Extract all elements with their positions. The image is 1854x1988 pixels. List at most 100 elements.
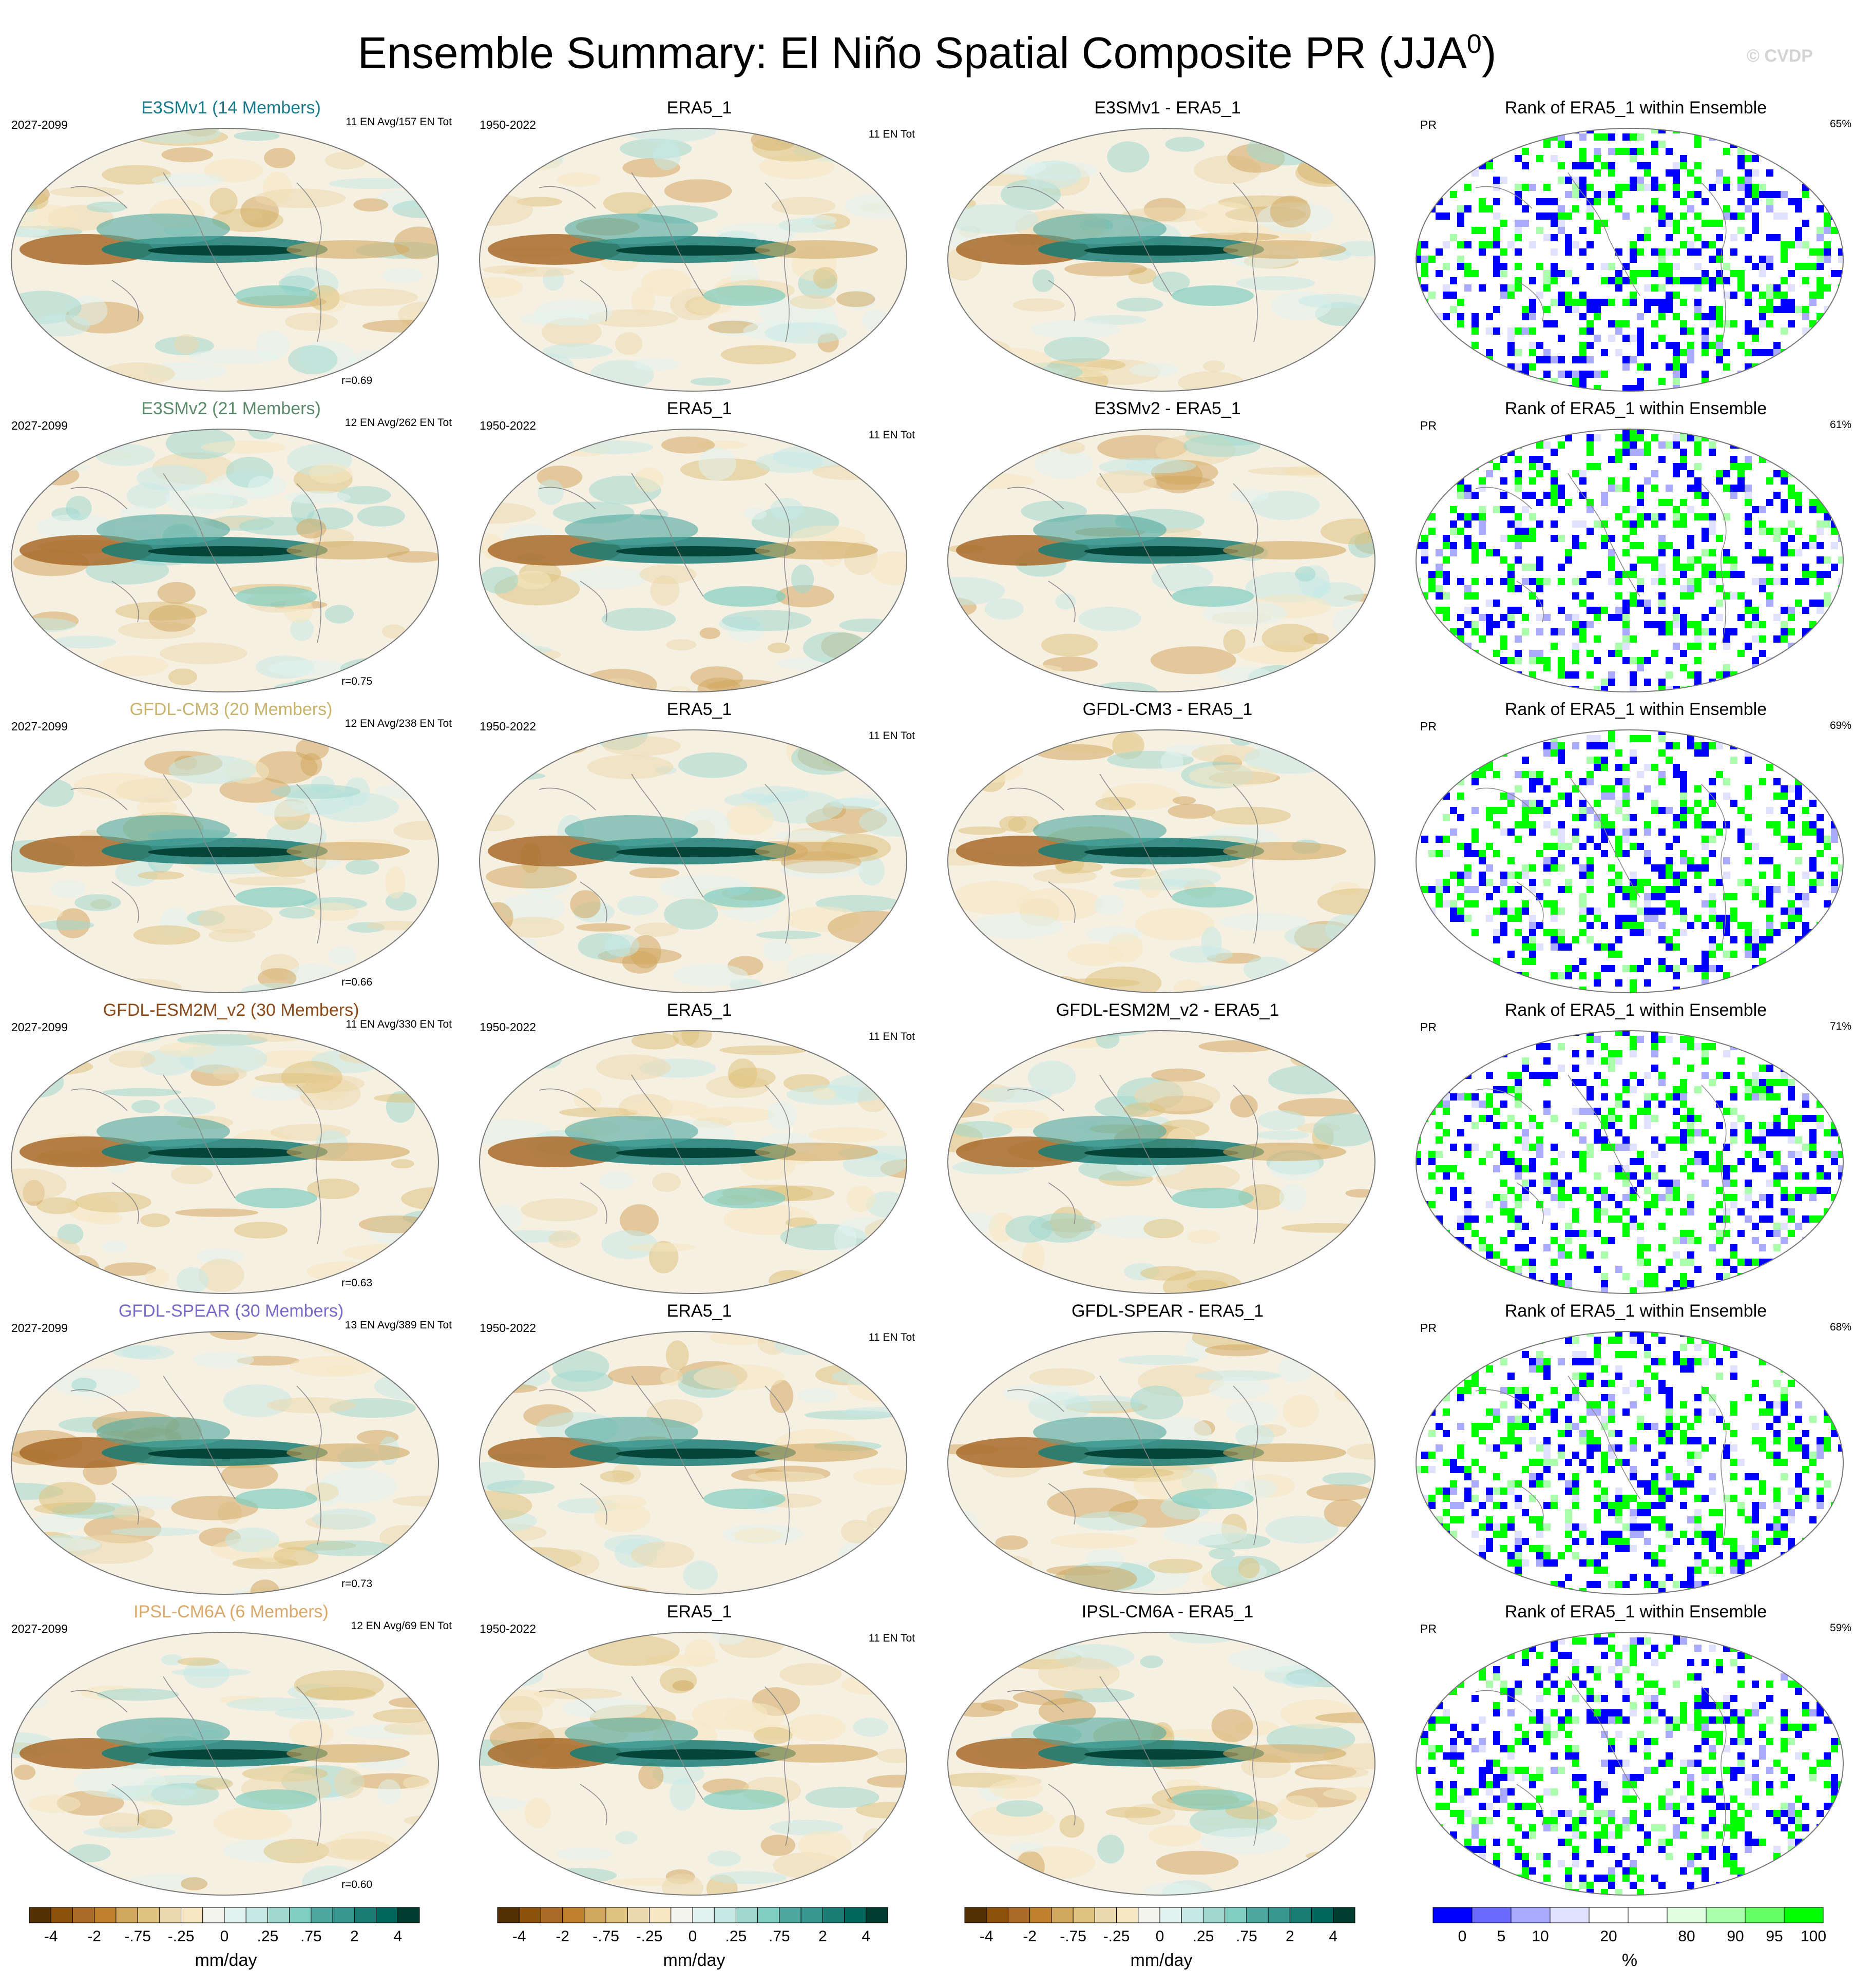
colorbar-swatch — [1202, 1907, 1226, 1923]
map-panel — [479, 1632, 907, 1896]
obs-years: 1950-2022 — [480, 118, 536, 131]
map-panel — [1416, 128, 1844, 392]
coastline — [580, 581, 607, 623]
map-field — [11, 730, 438, 993]
coastline — [1007, 787, 1064, 810]
panel-3-2: GFDL-ESM2M_v2 - ERA5_1 — [936, 1000, 1399, 1300]
rank-percent: 71% — [1829, 1020, 1851, 1032]
obs-en-info: 11 EN Tot — [868, 1031, 915, 1043]
coastline — [296, 784, 322, 944]
coastline — [1099, 774, 1172, 898]
coastline — [1475, 1088, 1533, 1111]
panel-4-2: GFDL-SPEAR - ERA5_1 — [936, 1301, 1399, 1601]
rank-colorbar: 0 5 10 20 80 90 95 100% — [1432, 1899, 1827, 1981]
colorbar-swatch — [1745, 1907, 1785, 1923]
coastline — [1233, 1085, 1258, 1245]
map-panel — [11, 1632, 439, 1896]
coastline — [580, 1182, 607, 1224]
colorbar-swatch — [1073, 1907, 1095, 1923]
coastline — [70, 487, 128, 510]
colorbar-swatch — [245, 1907, 268, 1923]
colorbar-swatch — [311, 1907, 333, 1923]
map-panel — [1416, 1030, 1844, 1294]
panel-1-2: E3SMv2 - ERA5_1 — [936, 398, 1399, 699]
coastline — [1099, 1074, 1172, 1199]
colorbar-swatch — [649, 1907, 672, 1923]
map-panel — [947, 1331, 1375, 1595]
obs-years: 1950-2022 — [480, 1020, 536, 1034]
colorbar-swatch — [181, 1907, 203, 1923]
colorbar-swatch — [267, 1907, 290, 1923]
rank-percent: 65% — [1829, 118, 1851, 130]
coastline — [163, 1375, 236, 1499]
colorbar-swatch — [627, 1907, 650, 1923]
coastline — [70, 186, 128, 209]
pattern-correlation: r=0.73 — [341, 1578, 373, 1590]
colorbar-tick-label: .25 — [725, 1928, 747, 1945]
map-outline — [479, 128, 907, 392]
obs-title: ERA5_1 — [666, 700, 732, 719]
obs-en-info: 11 EN Tot — [868, 730, 915, 742]
coastline — [1048, 1182, 1076, 1224]
panel-2-2: GFDL-CM3 - ERA5_1 — [936, 699, 1399, 999]
colorbar-tick-label: -.25 — [167, 1928, 195, 1945]
model-title: E3SMv2 (21 Members) — [141, 399, 321, 418]
coastline — [1048, 1784, 1076, 1826]
colorbar-swatch — [671, 1907, 693, 1923]
diff-title: E3SMv2 - ERA5_1 — [1094, 399, 1241, 418]
panel-3-0: GFDL-ESM2M_v2 (30 Members) 2027-2099 11 EN… — [0, 1000, 462, 1300]
coastline — [1007, 1088, 1064, 1111]
map-panel — [11, 1331, 439, 1595]
map-panel — [947, 128, 1375, 392]
panel-5-2: IPSL-CM6A - ERA5_1 — [936, 1601, 1399, 1902]
coastline — [111, 581, 139, 623]
coastline — [631, 473, 704, 597]
colorbar-swatch — [1311, 1907, 1334, 1923]
coastline — [631, 172, 704, 296]
colorbar-swatch — [1181, 1907, 1203, 1923]
coastline — [1233, 1385, 1258, 1546]
colorbar-tick-label: 95 — [1766, 1928, 1783, 1945]
model-en-info: 13 EN Avg/389 EN Tot — [345, 1319, 452, 1331]
coastline — [1516, 280, 1544, 322]
obs-years: 1950-2022 — [480, 720, 536, 733]
coastline — [631, 1074, 704, 1199]
figure-title: Ensemble Summary: El Niño Spatial Compos… — [0, 18, 1854, 79]
colorbar-swatch — [289, 1907, 312, 1923]
model-title: IPSL-CM6A (6 Members) — [133, 1602, 329, 1622]
map-field — [480, 1331, 907, 1594]
map-field — [11, 1031, 438, 1294]
colorbar-tick-label: -4 — [979, 1928, 993, 1945]
colorbar-tick-label: 0 — [1155, 1928, 1164, 1945]
colorbar-swatch — [562, 1907, 585, 1923]
map-panel — [947, 1632, 1375, 1896]
colorbar-tick-label: 20 — [1600, 1928, 1617, 1945]
rank-percent: 68% — [1829, 1321, 1851, 1333]
colorbar-swatch — [137, 1907, 160, 1923]
colorbar-swatch — [1051, 1907, 1074, 1923]
colorbar-swatch — [584, 1907, 606, 1923]
coastline — [1233, 483, 1258, 643]
coastline — [70, 1088, 128, 1111]
obs-en-info: 11 EN Tot — [868, 1331, 915, 1343]
pr-colorbar: -4 -2 -.75 -.25 0 .25 .75 2 4 mm/day — [964, 1899, 1359, 1981]
panel-5-0: IPSL-CM6A (6 Members) 2027-2099 12 EN Avg/… — [0, 1601, 462, 1902]
coastline — [1516, 581, 1544, 623]
map-outline — [947, 1331, 1375, 1595]
coastline — [764, 1686, 790, 1846]
coastline — [1099, 1375, 1172, 1499]
map-outline — [947, 429, 1375, 692]
colorbar-tick-label: -4 — [44, 1928, 58, 1945]
pattern-correlation: r=0.63 — [341, 1277, 373, 1289]
panel-3-3: Rank of ERA5_1 within Ensemble PR 71% — [1405, 1000, 1854, 1300]
coastline — [1233, 1686, 1258, 1846]
diff-title: IPSL-CM6A - ERA5_1 — [1081, 1602, 1254, 1622]
coastline — [1516, 1483, 1544, 1525]
colorbar-tick-label: .75 — [1236, 1928, 1257, 1945]
obs-years: 1950-2022 — [480, 1321, 536, 1335]
colorbar-unit: % — [1621, 1951, 1638, 1970]
model-years: 2027-2099 — [11, 1020, 68, 1034]
map-outline — [947, 1030, 1375, 1294]
model-years: 2027-2099 — [11, 118, 68, 131]
colorbar-tick-label: 4 — [862, 1928, 871, 1945]
